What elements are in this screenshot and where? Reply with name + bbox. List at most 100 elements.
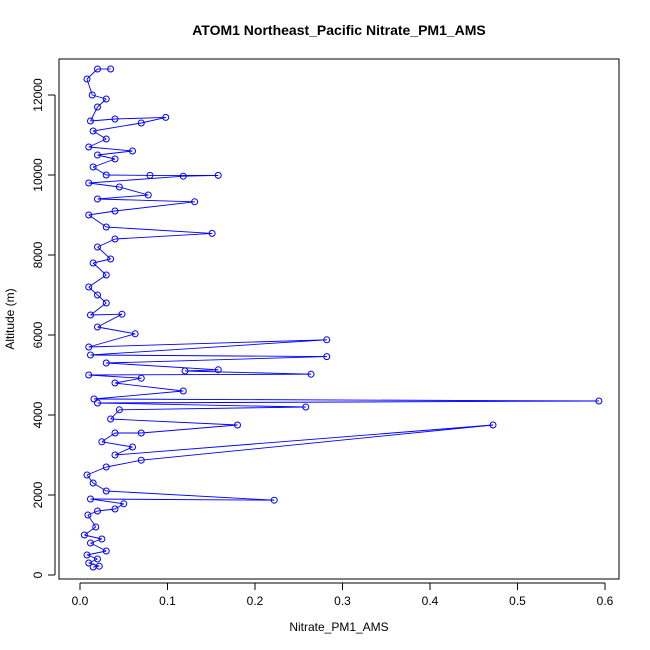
y-axis-label: Altitude (m) (3, 288, 17, 349)
series-segment (92, 94, 107, 100)
series-segment (97, 150, 133, 156)
x-tick-label: 0.6 (597, 594, 614, 608)
series-segment (92, 166, 107, 176)
data-point (115, 406, 123, 414)
series-segment (106, 356, 327, 364)
data-point (129, 443, 136, 451)
data-point (102, 135, 110, 143)
series-segment (106, 362, 219, 371)
data-point (84, 511, 92, 519)
data-point (102, 95, 110, 103)
data-point (85, 343, 93, 351)
data-point (162, 113, 170, 121)
series-segment (88, 146, 133, 152)
series-segment (101, 441, 133, 448)
data-point (87, 539, 94, 547)
data-point (98, 438, 106, 446)
data-point (111, 429, 119, 437)
series-segment (88, 286, 98, 296)
data-point (89, 479, 97, 487)
x-tick-label: 0.3 (334, 594, 351, 608)
series-segment (86, 68, 98, 80)
series-segment (93, 390, 184, 400)
x-tick-label: 0.5 (509, 594, 526, 608)
data-point (89, 259, 97, 267)
data-point (111, 115, 119, 123)
series-segment (119, 406, 306, 411)
series-segment (114, 116, 166, 120)
data-point (137, 429, 145, 437)
data-point (87, 117, 94, 125)
x-tick-label: 0.1 (159, 594, 176, 608)
series-segment (90, 538, 103, 544)
data-point (102, 171, 110, 179)
data-point (191, 198, 199, 206)
x-axis-label: Nitrate_PM1_AMS (289, 620, 388, 634)
data-point (137, 456, 145, 464)
data-point (115, 183, 123, 191)
data-point (120, 500, 128, 508)
data-point (102, 299, 110, 307)
data-point (137, 119, 145, 127)
series-segment (110, 418, 238, 426)
data-point (89, 127, 97, 135)
series-segment (114, 382, 184, 392)
data-point (111, 207, 119, 215)
series-segment (97, 402, 306, 408)
data-point (234, 421, 241, 429)
data-point (83, 551, 91, 559)
series-segment (110, 409, 120, 420)
y-tick-label: 4000 (31, 401, 45, 428)
series-segment (114, 424, 494, 456)
data-point (94, 65, 101, 73)
data-point (489, 421, 497, 429)
data-point (95, 562, 103, 570)
data-point (94, 103, 101, 111)
series-segment (97, 326, 136, 335)
data-point (107, 415, 115, 423)
data-point (137, 374, 145, 382)
data-point (87, 351, 94, 359)
data-point (85, 179, 93, 187)
series-segment (84, 526, 97, 536)
data-point (80, 531, 88, 539)
series-segment (97, 98, 107, 108)
data-point (144, 191, 152, 199)
series-segment (101, 432, 116, 443)
series-segment (97, 198, 195, 203)
series-segment (90, 106, 98, 122)
data-point (131, 330, 139, 338)
series-segment (90, 354, 327, 358)
series-segment (87, 510, 98, 516)
data-point (107, 255, 115, 263)
series-segment (93, 398, 599, 402)
series-segment (106, 490, 275, 501)
series-segment (184, 369, 219, 372)
data-point (111, 155, 119, 163)
data-point (111, 379, 119, 387)
data-point (595, 397, 603, 405)
data-point (85, 283, 93, 291)
data-point (129, 147, 136, 155)
series-segment (88, 175, 184, 184)
data-point (94, 243, 101, 251)
data-point (302, 403, 310, 411)
data-point (85, 559, 93, 567)
series-segment (90, 339, 327, 356)
series-segment (88, 274, 107, 288)
series-segment (86, 474, 94, 484)
x-tick-label: 0.0 (72, 594, 89, 608)
series-segment (88, 214, 107, 228)
data-point (87, 495, 94, 503)
data-point (323, 336, 331, 344)
series-segment (97, 313, 123, 328)
y-tick-label: 8000 (31, 241, 45, 268)
series-segment (114, 232, 213, 240)
series-segment (184, 370, 312, 375)
series-segment (106, 459, 142, 468)
data-point (92, 523, 100, 531)
data-point (111, 505, 119, 513)
data-point (94, 291, 101, 299)
series-segment (92, 158, 116, 168)
